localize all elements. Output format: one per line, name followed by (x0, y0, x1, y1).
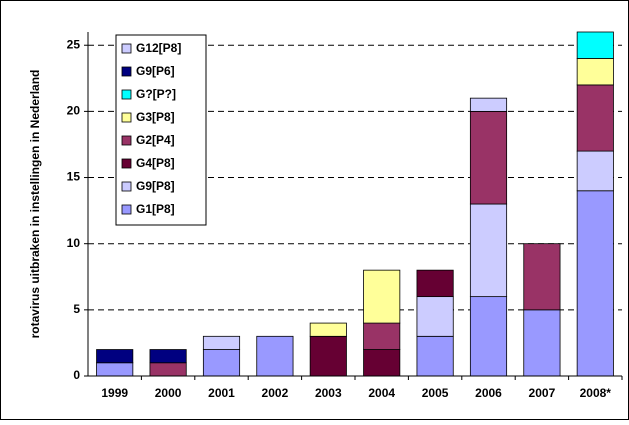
x-tick-label: 2003 (315, 386, 342, 400)
bar-segment (96, 362, 134, 377)
bar-segment (202, 349, 241, 377)
bar-segment (149, 362, 187, 377)
legend-label: G?[P?] (136, 87, 176, 101)
x-tick-label: 2004 (368, 386, 395, 400)
legend-label: G2[P4] (136, 133, 175, 147)
bar-segment (469, 97, 508, 112)
bar-segment (363, 269, 401, 324)
legend-swatch (121, 204, 132, 215)
legend-label: G4[P8] (136, 156, 175, 170)
bar-segment (469, 296, 508, 377)
y-tick-label: 25 (67, 37, 81, 51)
x-tick-label: 2007 (529, 386, 556, 400)
bar-segment (256, 335, 294, 377)
legend-swatch (121, 89, 132, 100)
bar-segment (202, 335, 241, 350)
y-tick-label: 5 (73, 302, 80, 316)
legend-label: G1[P8] (136, 202, 175, 216)
bar-segment (309, 322, 347, 337)
legend-label: G9[P6] (136, 64, 175, 78)
x-tick-label: 2000 (155, 386, 182, 400)
x-tick-label: 2008* (580, 386, 612, 400)
bar-segment (149, 349, 187, 364)
bar-segment (416, 296, 454, 337)
legend-swatch (121, 66, 132, 77)
legend-label: G9[P8] (136, 179, 175, 193)
y-tick-label: 20 (67, 104, 81, 118)
x-tick-label: 1999 (101, 386, 128, 400)
bar-segment (469, 203, 508, 298)
legend-swatch (121, 43, 132, 54)
legend-swatch (121, 181, 132, 192)
bar-segment (469, 110, 508, 205)
legend-swatch (121, 135, 132, 146)
x-tick-label: 2006 (475, 386, 502, 400)
x-tick-label: 2005 (422, 386, 449, 400)
bar-segment (576, 58, 614, 86)
legend-swatch (121, 158, 132, 169)
bar-segment (96, 349, 134, 364)
legend-swatch (121, 112, 132, 123)
y-tick-label: 10 (67, 236, 81, 250)
bar-segment (363, 349, 401, 377)
bar-segment (576, 190, 614, 377)
y-tick-label: 0 (73, 368, 80, 382)
legend-label: G3[P8] (136, 110, 175, 124)
bar-segment (416, 335, 454, 377)
bar-segment (576, 150, 614, 192)
bar-segment (416, 269, 454, 298)
y-axis-label: rotavirus uitbraken in instellingen in N… (28, 70, 42, 339)
x-tick-label: 2002 (262, 386, 289, 400)
x-tick-label: 2001 (208, 386, 235, 400)
y-tick-label: 15 (67, 170, 81, 184)
bar-segment (309, 335, 347, 377)
bar-segment (523, 309, 561, 377)
bar-segment (523, 243, 561, 311)
legend-label: G12[P8] (136, 41, 181, 55)
bar-segment (576, 84, 614, 152)
bar-segment (576, 31, 614, 59)
bar-segment (363, 322, 401, 350)
